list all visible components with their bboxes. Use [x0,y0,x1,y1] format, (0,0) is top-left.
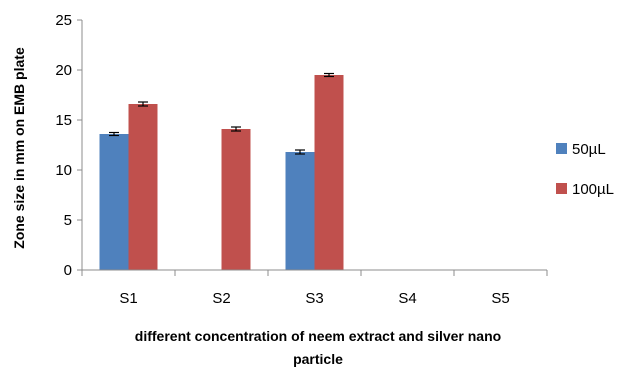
bar-100l-s2 [221,129,251,270]
legend: 50µL 100µL [556,141,614,198]
x-tick-label: S5 [491,290,509,307]
bar-100l-s3 [314,75,344,270]
x-tick-label: S3 [305,290,323,307]
x-axis-title-line-1: different concentration of neem extract … [135,328,501,344]
x-tick-label: S2 [212,290,230,307]
bars-group [99,75,344,270]
error-bar-100l-s3 [324,72,334,78]
legend-label-50ul: 50µL [572,141,606,158]
bar-100l-s1 [128,104,158,270]
y-axis-title: Zone size in mm on EMB plate [11,47,27,249]
legend-label-100ul: 100µL [572,181,614,198]
error-bar-100l-s1 [138,101,148,107]
error-bar-50l-s1 [109,131,119,137]
x-tick-label: S1 [119,290,137,307]
bar-50l-s3 [285,152,315,270]
bar-50l-s1 [99,134,129,270]
x-axis-title-line-2: particle [293,351,343,367]
y-tick-label: 0 [64,262,72,279]
legend-swatch-100ul [556,183,567,194]
y-tick-label: 25 [55,12,72,29]
error-bars-group [109,72,334,155]
y-axis-ticks: 0 5 10 15 20 25 [55,12,82,279]
error-bar-50l-s3 [295,149,305,155]
y-tick-label: 20 [55,62,72,79]
x-tick-label: S4 [398,290,416,307]
error-bar-100l-s2 [231,126,241,132]
legend-swatch-50ul [556,143,567,154]
y-tick-label: 5 [64,212,72,229]
x-axis-category-labels: S1 S2 S3 S4 S5 [119,290,509,307]
y-tick-label: 15 [55,112,72,129]
x-axis-ticks [81,270,548,276]
y-tick-label: 10 [55,162,72,179]
